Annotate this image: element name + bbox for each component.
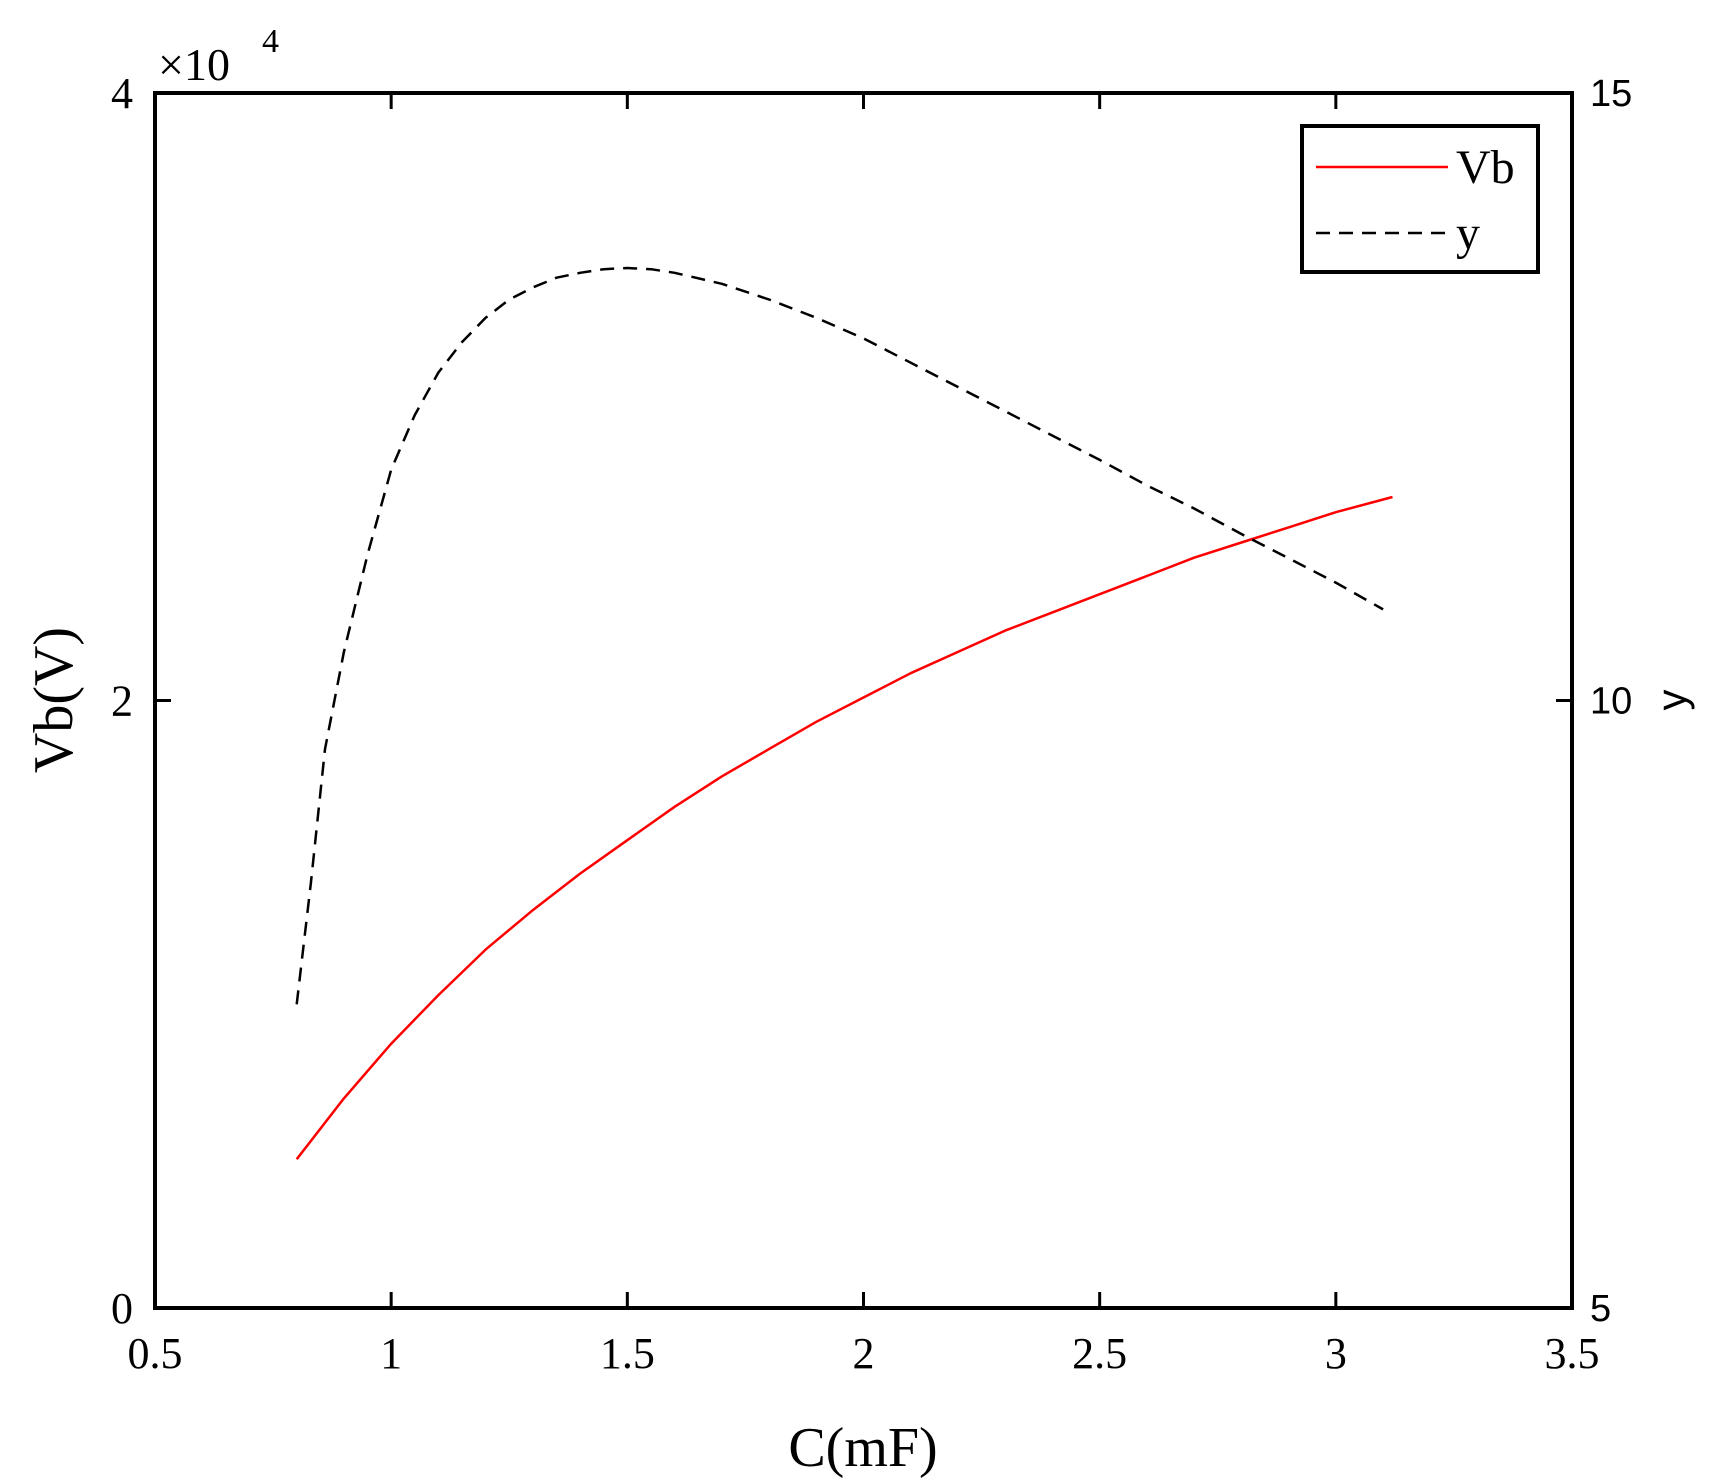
x-tick-label: 1 <box>380 1329 402 1378</box>
y-right-tick-label: 5 <box>1590 1288 1611 1330</box>
plot-series <box>295 266 1393 1160</box>
y-axis-title: Vb(V) <box>23 627 85 773</box>
y-multiplier: ×10 4 <box>158 23 279 90</box>
y-multiplier-base: ×10 <box>158 39 230 90</box>
y-tick-label: 4 <box>111 69 133 118</box>
y-tick-label: 0 <box>111 1284 133 1333</box>
y-right-axis-title: y <box>1648 690 1695 711</box>
x-axis-title: C(mF) <box>788 1417 937 1479</box>
series-line-vb <box>295 495 1393 1160</box>
y-right-axis-ticks: 5 10 15 <box>1556 73 1632 1330</box>
y-tick-label: 2 <box>111 677 133 726</box>
x-tick-label: 3 <box>1325 1329 1347 1378</box>
x-tick-label: 2 <box>853 1329 875 1378</box>
legend-label-vb: Vb <box>1456 141 1515 194</box>
x-tick-label: 1.5 <box>600 1329 655 1378</box>
y-right-tick-label: 10 <box>1590 681 1632 723</box>
x-tick-label: 0.5 <box>128 1329 183 1378</box>
x-tick-label: 2.5 <box>1072 1329 1127 1378</box>
legend-label-y: y <box>1456 207 1480 260</box>
y-axis-ticks: 0 2 4 <box>111 69 171 1333</box>
y-multiplier-exponent: 4 <box>262 23 279 60</box>
series-line-y <box>295 266 1384 1005</box>
x-axis-ticks: 0.5 1 1.5 2 2.5 3 3.5 <box>128 93 1600 1378</box>
y-right-tick-label: 15 <box>1590 73 1632 115</box>
legend-box <box>1300 124 1540 274</box>
x-tick-label: 3.5 <box>1545 1329 1600 1378</box>
legend: Vb y <box>1300 124 1540 274</box>
